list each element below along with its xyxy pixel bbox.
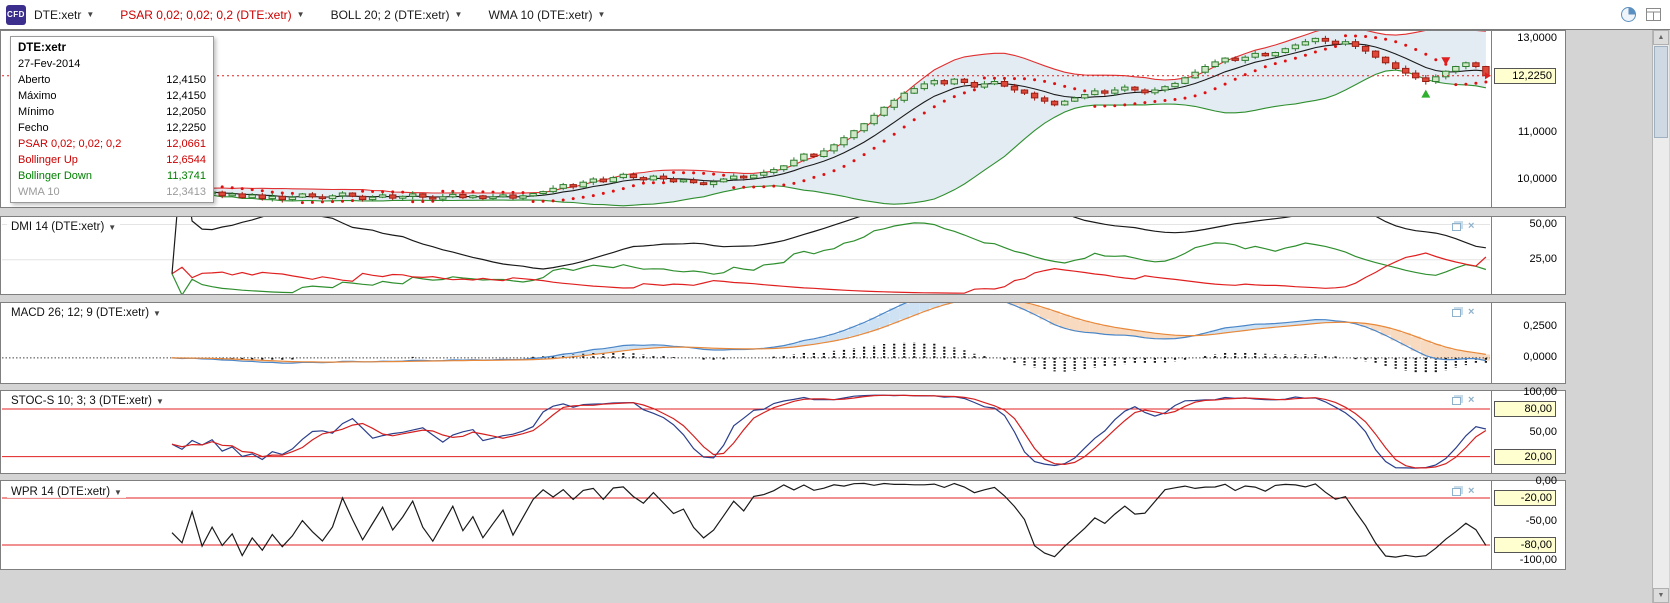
tooltip-row: Mínimo 12,2050 <box>18 106 206 118</box>
close-panel-icon[interactable]: × <box>1468 394 1475 406</box>
symbol-label: DTE:xetr <box>34 7 82 22</box>
scroll-up-arrow-icon[interactable]: ▲ <box>1653 30 1669 45</box>
restore-panel-icon[interactable] <box>1452 396 1461 405</box>
chevron-down-icon: ▼ <box>114 488 122 497</box>
dmi-panel-controls: × <box>1452 221 1474 232</box>
scrollbar-thumb[interactable] <box>1654 46 1668 138</box>
chevron-down-icon: ▼ <box>156 397 164 406</box>
stoc-panel-controls: × <box>1452 395 1474 406</box>
tooltip-symbol: DTE:xetr <box>18 42 66 54</box>
macd-panel-controls: × <box>1452 307 1474 318</box>
dmi-indicator-label[interactable]: DMI 14 (DTE:xetr) ▼ <box>7 221 121 233</box>
boll-indicator-selector[interactable]: BOLL 20; 2 (DTE:xetr) ▼ <box>331 8 463 22</box>
dmi-header-text: DMI 14 (DTE:xetr) <box>11 221 105 233</box>
wma-indicator-label: WMA 10 (DTE:xetr) <box>488 7 593 22</box>
tooltip-row: WMA 10 12,3413 <box>18 186 206 198</box>
wma-indicator-selector[interactable]: WMA 10 (DTE:xetr) ▼ <box>488 8 605 22</box>
wpr-indicator-label[interactable]: WPR 14 (DTE:xetr) ▼ <box>7 486 126 498</box>
cfd-logo-icon: CFD <box>6 4 26 25</box>
tooltip-date: 27-Fev-2014 <box>18 58 81 70</box>
dmi-panel[interactable] <box>0 216 1566 295</box>
chevron-down-icon: ▼ <box>454 10 463 19</box>
wpr-header-text: WPR 14 (DTE:xetr) <box>11 486 111 498</box>
restore-panel-icon[interactable] <box>1452 487 1461 496</box>
restore-panel-icon[interactable] <box>1452 308 1461 317</box>
scroll-down-arrow-icon[interactable]: ▼ <box>1653 588 1669 603</box>
tooltip-row: Fecho 12,2250 <box>18 122 206 134</box>
psar-indicator-label: PSAR 0,02; 0,02; 0,2 (DTE:xetr) <box>120 7 292 22</box>
wpr-panel[interactable] <box>0 480 1566 570</box>
tooltip-row: Máximo 12,4150 <box>18 90 206 102</box>
stoc-header-text: STOC-S 10; 3; 3 (DTE:xetr) <box>11 395 153 407</box>
window-layout-icon[interactable] <box>1645 6 1662 23</box>
chevron-down-icon: ▼ <box>597 10 606 19</box>
chevron-down-icon: ▼ <box>153 309 161 318</box>
tooltip-row: Bollinger Down 11,3741 <box>18 170 206 182</box>
chevron-down-icon: ▼ <box>86 10 95 19</box>
vertical-scrollbar[interactable]: ▲ ▼ <box>1652 30 1669 603</box>
psar-indicator-selector[interactable]: PSAR 0,02; 0,02; 0,2 (DTE:xetr) ▼ <box>120 8 304 22</box>
chevron-down-icon: ▼ <box>296 10 305 19</box>
stoc-indicator-label[interactable]: STOC-S 10; 3; 3 (DTE:xetr) ▼ <box>7 395 168 407</box>
tooltip-row: PSAR 0,02; 0,02; 0,2 12,0661 <box>18 138 206 150</box>
symbol-selector[interactable]: DTE:xetr ▼ <box>34 8 94 22</box>
boll-indicator-label: BOLL 20; 2 (DTE:xetr) <box>330 7 450 22</box>
macd-indicator-label[interactable]: MACD 26; 12; 9 (DTE:xetr) ▼ <box>7 307 165 319</box>
chevron-down-icon: ▼ <box>108 223 117 232</box>
pie-chart-icon[interactable] <box>1620 6 1637 23</box>
chart-toolbar: CFD DTE:xetr ▼ PSAR 0,02; 0,02; 0,2 (DTE… <box>0 0 1670 30</box>
restore-panel-icon[interactable] <box>1452 222 1461 231</box>
wpr-panel-controls: × <box>1452 486 1474 497</box>
macd-header-text: MACD 26; 12; 9 (DTE:xetr) <box>11 307 150 319</box>
close-panel-icon[interactable]: × <box>1468 485 1475 497</box>
macd-panel[interactable] <box>0 302 1566 384</box>
tooltip-row: Bollinger Up 12,6544 <box>18 154 206 166</box>
close-panel-icon[interactable]: × <box>1468 220 1475 232</box>
close-panel-icon[interactable]: × <box>1468 306 1475 318</box>
stoc-panel[interactable] <box>0 390 1566 474</box>
tooltip-row: Aberto 12,4150 <box>18 74 206 86</box>
price-panel[interactable] <box>0 30 1566 208</box>
ohlc-tooltip: DTE:xetr 27-Fev-2014 Aberto 12,4150 Máxim… <box>10 36 214 203</box>
